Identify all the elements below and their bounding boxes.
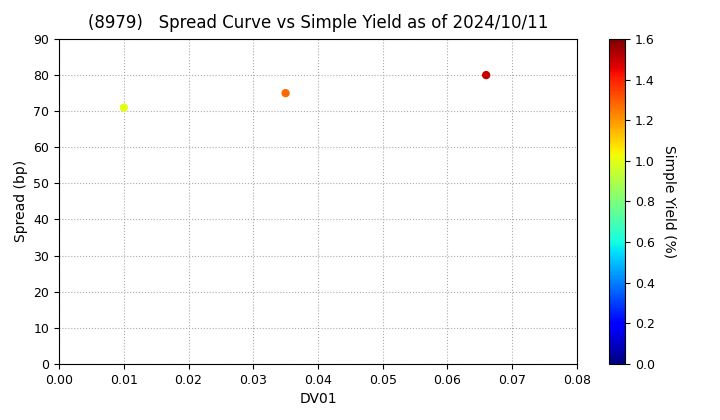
Point — [280, 90, 292, 97]
Point — [480, 72, 492, 79]
Point — [118, 104, 130, 111]
Y-axis label: Spread (bp): Spread (bp) — [14, 160, 28, 242]
X-axis label: DV01: DV01 — [299, 392, 337, 406]
Title: (8979)   Spread Curve vs Simple Yield as of 2024/10/11: (8979) Spread Curve vs Simple Yield as o… — [88, 14, 548, 32]
Y-axis label: Simple Yield (%): Simple Yield (%) — [662, 145, 676, 258]
